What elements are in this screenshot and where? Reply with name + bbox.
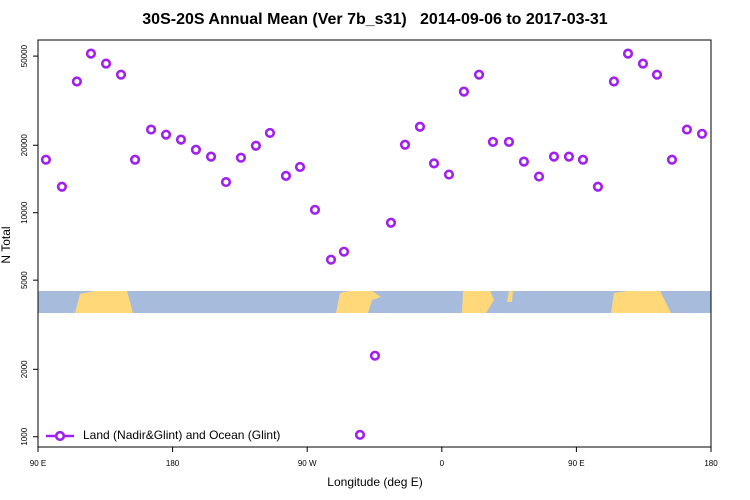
point (280, 170, 292, 181)
point (354, 429, 366, 440)
y-tick-label: 20000 (20, 134, 29, 157)
point (696, 128, 708, 139)
point (487, 136, 499, 148)
point (160, 129, 172, 140)
point (592, 181, 604, 192)
y-tick-label: 10000 (20, 201, 29, 224)
point (205, 151, 217, 162)
point (190, 144, 202, 155)
x-tick-label: 0 (440, 459, 445, 468)
x-tick-label: 180 (704, 459, 718, 468)
legend-label: Land (Nadir&Glint) and Ocean (Glint) (83, 428, 280, 442)
x-tick-label: 90 E (30, 459, 46, 468)
point (399, 139, 411, 150)
point (220, 176, 232, 188)
point (503, 136, 515, 148)
point (338, 246, 350, 257)
surface-strip (38, 291, 711, 313)
point (145, 124, 157, 135)
y-tick-label: 50000 (20, 44, 29, 67)
point (294, 161, 306, 173)
point (115, 69, 127, 80)
legend-marker (54, 430, 66, 442)
point (175, 134, 187, 145)
point (369, 350, 381, 361)
x-axis-label: Longitude (deg E) (327, 475, 422, 489)
point (385, 217, 397, 228)
plot-frame (37, 39, 712, 448)
x-tick-label: 180 (166, 459, 180, 468)
x-tick-label: 90 W (298, 459, 317, 468)
point (443, 169, 455, 180)
point (533, 171, 545, 182)
point (622, 48, 634, 59)
point (428, 158, 440, 169)
point (309, 204, 321, 215)
y-axis-label: N Total (0, 226, 13, 263)
x-tick-label: 90 E (568, 459, 584, 468)
point (651, 69, 663, 80)
point (681, 124, 693, 135)
point (250, 140, 262, 151)
point (85, 48, 97, 59)
point (518, 156, 530, 167)
point (71, 76, 82, 87)
point (458, 86, 470, 97)
point (473, 69, 485, 80)
point (563, 151, 575, 162)
y-tick-label: 5000 (20, 271, 29, 289)
point (100, 58, 112, 69)
point (666, 154, 678, 165)
y-tick-label: 1000 (20, 427, 29, 445)
point (548, 151, 560, 162)
point (325, 254, 337, 265)
point (235, 152, 247, 163)
point (40, 154, 52, 165)
point (264, 127, 276, 139)
point (608, 76, 620, 87)
point (637, 58, 649, 69)
y-tick-label: 2000 (20, 360, 29, 378)
chart-title: 30S-20S Annual Mean (Ver 7b_s31) 2014-09… (142, 11, 608, 28)
point (56, 181, 68, 192)
point (577, 154, 589, 165)
point (129, 154, 141, 165)
point (414, 121, 426, 132)
